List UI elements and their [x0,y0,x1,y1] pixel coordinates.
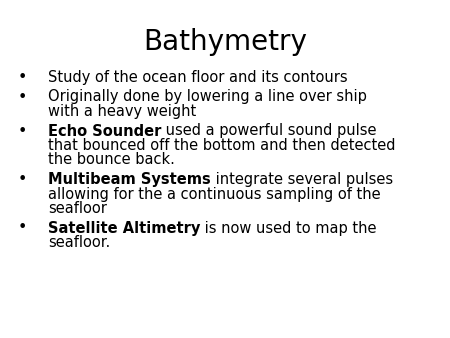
Text: the bounce back.: the bounce back. [48,152,175,168]
Text: used a powerful sound pulse: used a powerful sound pulse [162,123,377,139]
Text: Echo Sounder: Echo Sounder [48,123,162,139]
Text: •: • [17,220,27,236]
Text: Study of the ocean floor and its contours: Study of the ocean floor and its contour… [48,70,347,85]
Text: Bathymetry: Bathymetry [143,28,307,56]
Text: is now used to map the: is now used to map the [200,220,377,236]
Text: integrate several pulses: integrate several pulses [211,172,393,187]
Text: •: • [17,70,27,85]
Text: •: • [17,90,27,104]
Text: Satellite Altimetry: Satellite Altimetry [48,220,200,236]
Text: with a heavy weight: with a heavy weight [48,104,196,119]
Text: seafloor.: seafloor. [48,235,110,250]
Text: seafloor: seafloor [48,201,107,216]
Text: •: • [17,172,27,187]
Text: Multibeam Systems: Multibeam Systems [48,172,211,187]
Text: that bounced off the bottom and then detected: that bounced off the bottom and then det… [48,138,396,153]
Text: Originally done by lowering a line over ship: Originally done by lowering a line over … [48,90,367,104]
Text: •: • [17,123,27,139]
Text: allowing for the a continuous sampling of the: allowing for the a continuous sampling o… [48,187,381,201]
